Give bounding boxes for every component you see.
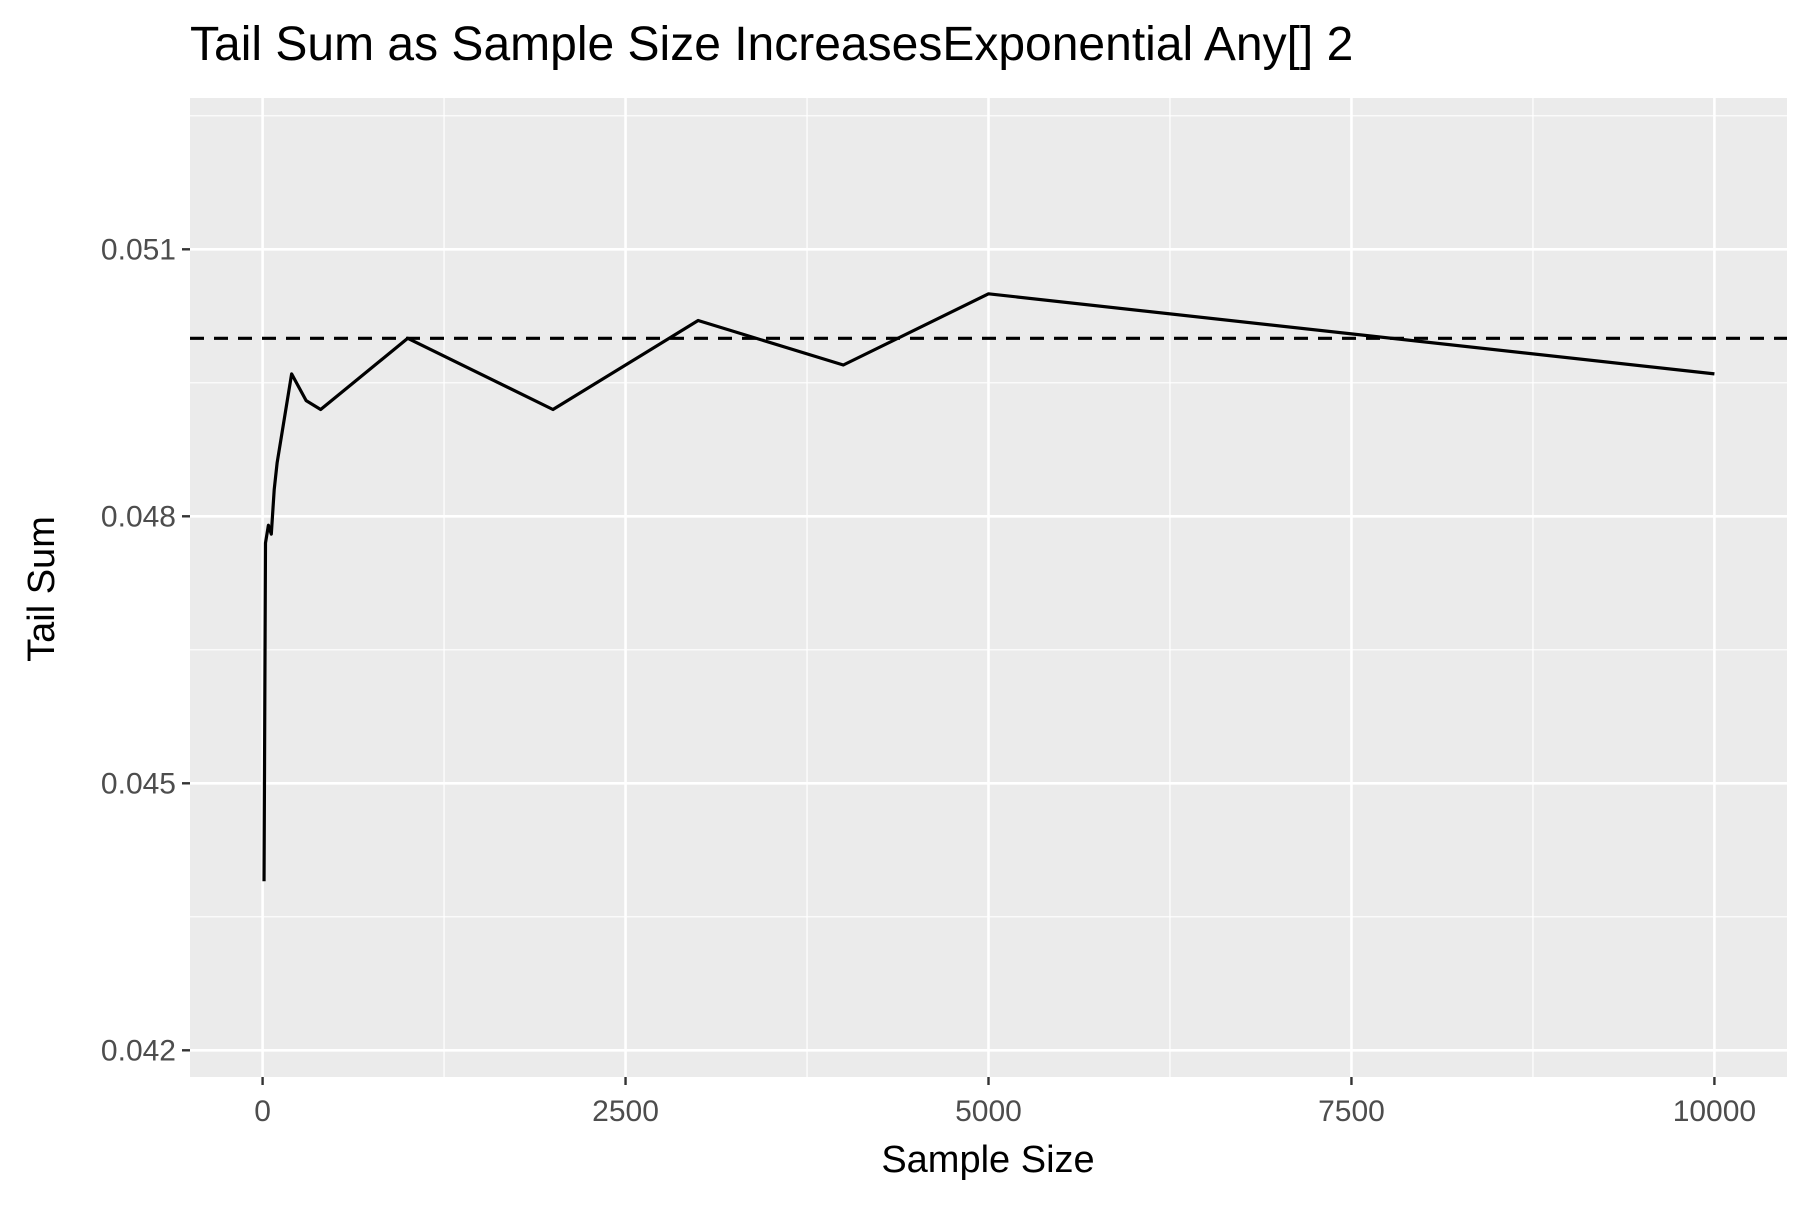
x-axis-title: Sample Size xyxy=(881,1139,1094,1181)
x-tick-label: 2500 xyxy=(592,1095,659,1128)
x-tick-label: 5000 xyxy=(955,1095,1022,1128)
y-axis-title: Tail Sum xyxy=(21,516,63,662)
x-tick-label: 0 xyxy=(254,1095,271,1128)
y-tick-label: 0.045 xyxy=(101,767,176,800)
chart-title: Tail Sum as Sample Size IncreasesExponen… xyxy=(190,18,1353,71)
series-line-0 xyxy=(262,292,1715,882)
x-tick-label: 7500 xyxy=(1318,1095,1385,1128)
y-tick-label: 0.051 xyxy=(101,233,176,266)
x-tick-label: 10000 xyxy=(1673,1095,1756,1128)
y-tick-label: 0.042 xyxy=(101,1034,176,1067)
y-tick-label: 0.048 xyxy=(101,500,176,533)
